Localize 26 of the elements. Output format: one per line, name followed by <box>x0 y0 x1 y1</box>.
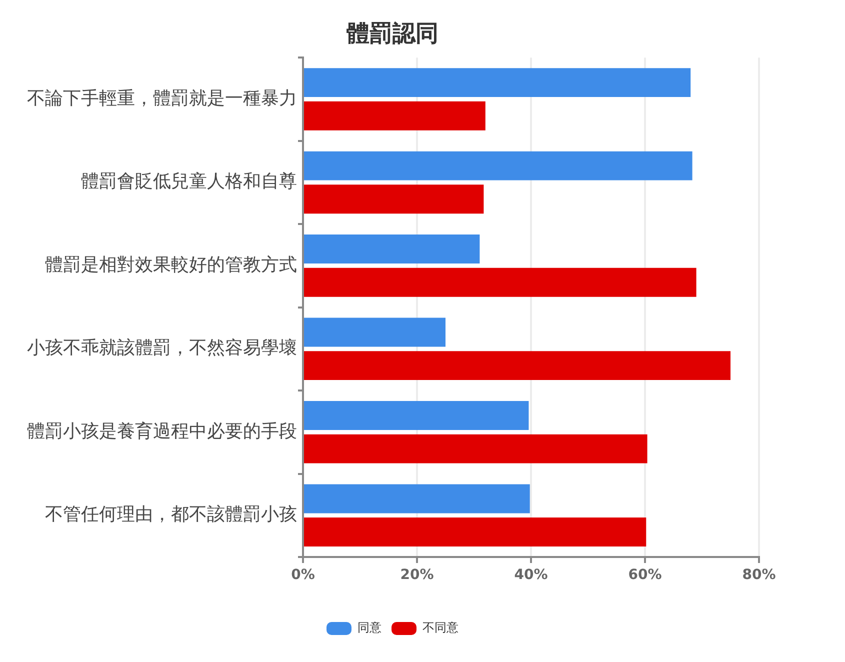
bar <box>304 101 486 130</box>
legend-label: 不同意 <box>422 620 458 635</box>
y-tick-label: 體罰會貶低兒童人格和自尊 <box>81 171 297 192</box>
bar <box>304 184 484 214</box>
legend-label: 同意 <box>358 620 382 635</box>
y-tick-label: 體罰小孩是養育過程中必要的手段 <box>27 420 297 442</box>
y-tick-label: 體罰是相對效果較好的管教方式 <box>45 254 297 276</box>
bar <box>304 518 646 547</box>
bar <box>304 401 529 430</box>
bar <box>304 234 480 264</box>
bar <box>304 268 696 297</box>
bar <box>304 484 530 514</box>
x-tick-label: 80% <box>742 567 776 584</box>
y-tick-label: 不論下手輕重，體罰就是一種暴力 <box>27 88 297 109</box>
x-tick-label: 20% <box>400 567 434 584</box>
chart-title: 體罰認同 <box>346 20 438 47</box>
y-tick-label: 小孩不乖就該體罰，不然容易學壞 <box>27 338 297 359</box>
bar <box>304 318 446 347</box>
bar <box>304 68 691 98</box>
bar <box>304 151 692 180</box>
x-tick-label: 0% <box>291 567 315 584</box>
x-tick-label: 40% <box>514 567 548 584</box>
bar <box>304 351 730 380</box>
bar <box>304 434 648 464</box>
x-tick-label: 60% <box>628 567 662 584</box>
y-tick-label: 不管任何理由，都不該體罰小孩 <box>45 504 297 526</box>
